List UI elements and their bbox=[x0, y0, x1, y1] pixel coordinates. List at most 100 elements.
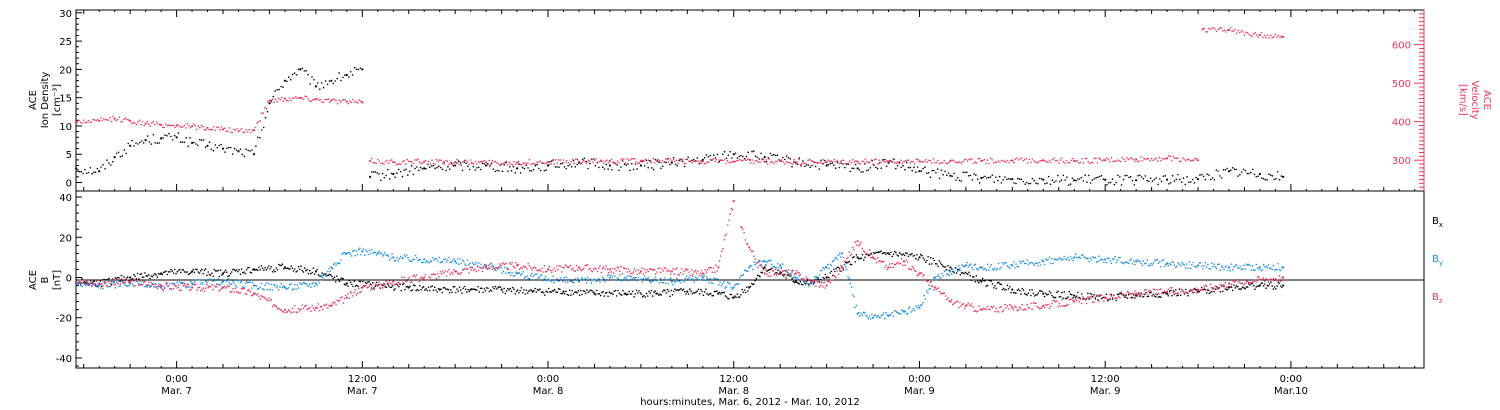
bz-dot-894 bbox=[1238, 281, 1240, 283]
bx-dot-727 bbox=[1014, 291, 1016, 294]
velocity-dot-208 bbox=[437, 160, 439, 162]
bz-dot-339 bbox=[512, 265, 515, 268]
bx-dot-168 bbox=[292, 270, 295, 272]
by-dot-726 bbox=[1012, 261, 1015, 263]
bx-dot-645 bbox=[907, 255, 910, 258]
by-dot-328 bbox=[498, 265, 501, 268]
bx-point-30 bbox=[856, 256, 859, 259]
by-dot-683 bbox=[956, 270, 959, 273]
by-dot-754 bbox=[1048, 256, 1051, 259]
velocity-dot-703 bbox=[1248, 33, 1250, 36]
bx-dot-156 bbox=[276, 269, 279, 271]
bz-dot-88 bbox=[188, 289, 191, 292]
by-dot-193 bbox=[324, 275, 327, 277]
bx-dot-319 bbox=[487, 287, 489, 290]
by-dot-697 bbox=[974, 263, 977, 266]
by-dot-689 bbox=[963, 265, 966, 268]
velocity-dot-80 bbox=[212, 126, 215, 128]
by-dot-369 bbox=[552, 275, 554, 278]
velocity-dot-470 bbox=[864, 158, 867, 160]
bz-dot-226 bbox=[367, 286, 370, 288]
bx-dot-846 bbox=[1167, 294, 1170, 297]
by-dot-790 bbox=[1094, 256, 1097, 259]
by-dot-934 bbox=[1279, 269, 1282, 272]
velocity-dot-52 bbox=[165, 123, 167, 125]
by-dot-553 bbox=[788, 273, 791, 276]
bz-dot-781 bbox=[1092, 301, 1094, 303]
bz-dot-865 bbox=[1201, 289, 1203, 291]
bz-dot-768 bbox=[1075, 299, 1078, 302]
bz-dot-892 bbox=[1235, 284, 1238, 287]
density-point-0 bbox=[74, 167, 78, 170]
by-point-14 bbox=[423, 258, 426, 261]
by-dot-506 bbox=[728, 282, 730, 284]
velocity-dot-680 bbox=[1211, 27, 1213, 30]
bz-dot-882 bbox=[1222, 284, 1224, 287]
bx-dot-169 bbox=[294, 268, 296, 270]
velocity-dot-428 bbox=[796, 162, 798, 164]
bz-dot-430 bbox=[630, 272, 632, 275]
bx-dot-456 bbox=[664, 289, 666, 292]
by-dot-476 bbox=[689, 279, 692, 281]
density-dot-219 bbox=[539, 169, 542, 172]
density-dot-276 bbox=[651, 167, 653, 169]
by-dot-486 bbox=[703, 275, 705, 278]
density-dot-137 bbox=[381, 172, 384, 175]
by-dot-426 bbox=[625, 277, 627, 280]
bz-dot-554 bbox=[799, 273, 802, 276]
bz-dot-448 bbox=[653, 269, 656, 271]
by-dot-284 bbox=[442, 261, 444, 263]
by-dot-514 bbox=[738, 277, 741, 279]
bz-dot-24 bbox=[107, 281, 109, 283]
by-dot-424 bbox=[622, 278, 625, 281]
bx-dot-625 bbox=[881, 252, 884, 255]
velocity-dot-60 bbox=[178, 125, 181, 128]
velocity-dot-683 bbox=[1215, 30, 1218, 33]
by-dot-418 bbox=[615, 279, 617, 282]
velocity-dot-44 bbox=[151, 122, 153, 124]
bz-dot-530 bbox=[768, 271, 771, 274]
bx-dot-64 bbox=[157, 272, 160, 275]
by-dot-536 bbox=[767, 260, 770, 262]
density-point-4 bbox=[144, 139, 147, 142]
bz-dot-793 bbox=[1108, 299, 1110, 301]
velocity-dot-90 bbox=[230, 131, 232, 133]
by-dot-497 bbox=[716, 278, 719, 280]
by-dot-261 bbox=[412, 258, 414, 261]
by-dot-192 bbox=[323, 273, 326, 275]
density-dot-433 bbox=[955, 179, 957, 181]
bx-dot-736 bbox=[1025, 293, 1027, 296]
bz-dot-635 bbox=[904, 264, 906, 267]
by-dot-79 bbox=[177, 286, 180, 288]
by-dot-854 bbox=[1177, 262, 1179, 264]
density-dot-171 bbox=[447, 165, 449, 168]
bz-dot-90 bbox=[192, 283, 195, 286]
bx-dot-112 bbox=[219, 269, 222, 271]
density-dot-127 bbox=[353, 66, 356, 69]
velocity-dot-22 bbox=[112, 115, 114, 118]
density-dot-570 bbox=[1219, 175, 1221, 177]
density-dot-114 bbox=[324, 80, 327, 82]
bz-dot-463 bbox=[673, 273, 676, 275]
velocity-dot-159 bbox=[349, 100, 351, 102]
velocity-dot-239 bbox=[488, 159, 491, 162]
by-dot-835 bbox=[1152, 262, 1155, 264]
bx-dot-88 bbox=[188, 273, 191, 275]
velocity-dot-348 bbox=[664, 158, 667, 160]
bz-dot-866 bbox=[1202, 289, 1204, 291]
bx-dot-457 bbox=[665, 292, 668, 294]
velocity-dot-0 bbox=[76, 121, 79, 123]
bz-dot-236 bbox=[380, 283, 383, 286]
bz-dot-671 bbox=[950, 298, 953, 301]
velocity-point-43 bbox=[1104, 159, 1107, 162]
by-dot-142 bbox=[259, 286, 262, 289]
bx-dot-504 bbox=[725, 296, 728, 298]
bx-dot-507 bbox=[729, 293, 731, 296]
velocity-dot-686 bbox=[1220, 27, 1223, 29]
by-dot-501 bbox=[721, 283, 724, 285]
by-dot-417 bbox=[614, 275, 616, 277]
by-dot-150 bbox=[269, 288, 271, 291]
density-dot-486 bbox=[1057, 174, 1059, 177]
bx-dot-206 bbox=[341, 277, 343, 279]
bx-dot-270 bbox=[424, 289, 426, 291]
